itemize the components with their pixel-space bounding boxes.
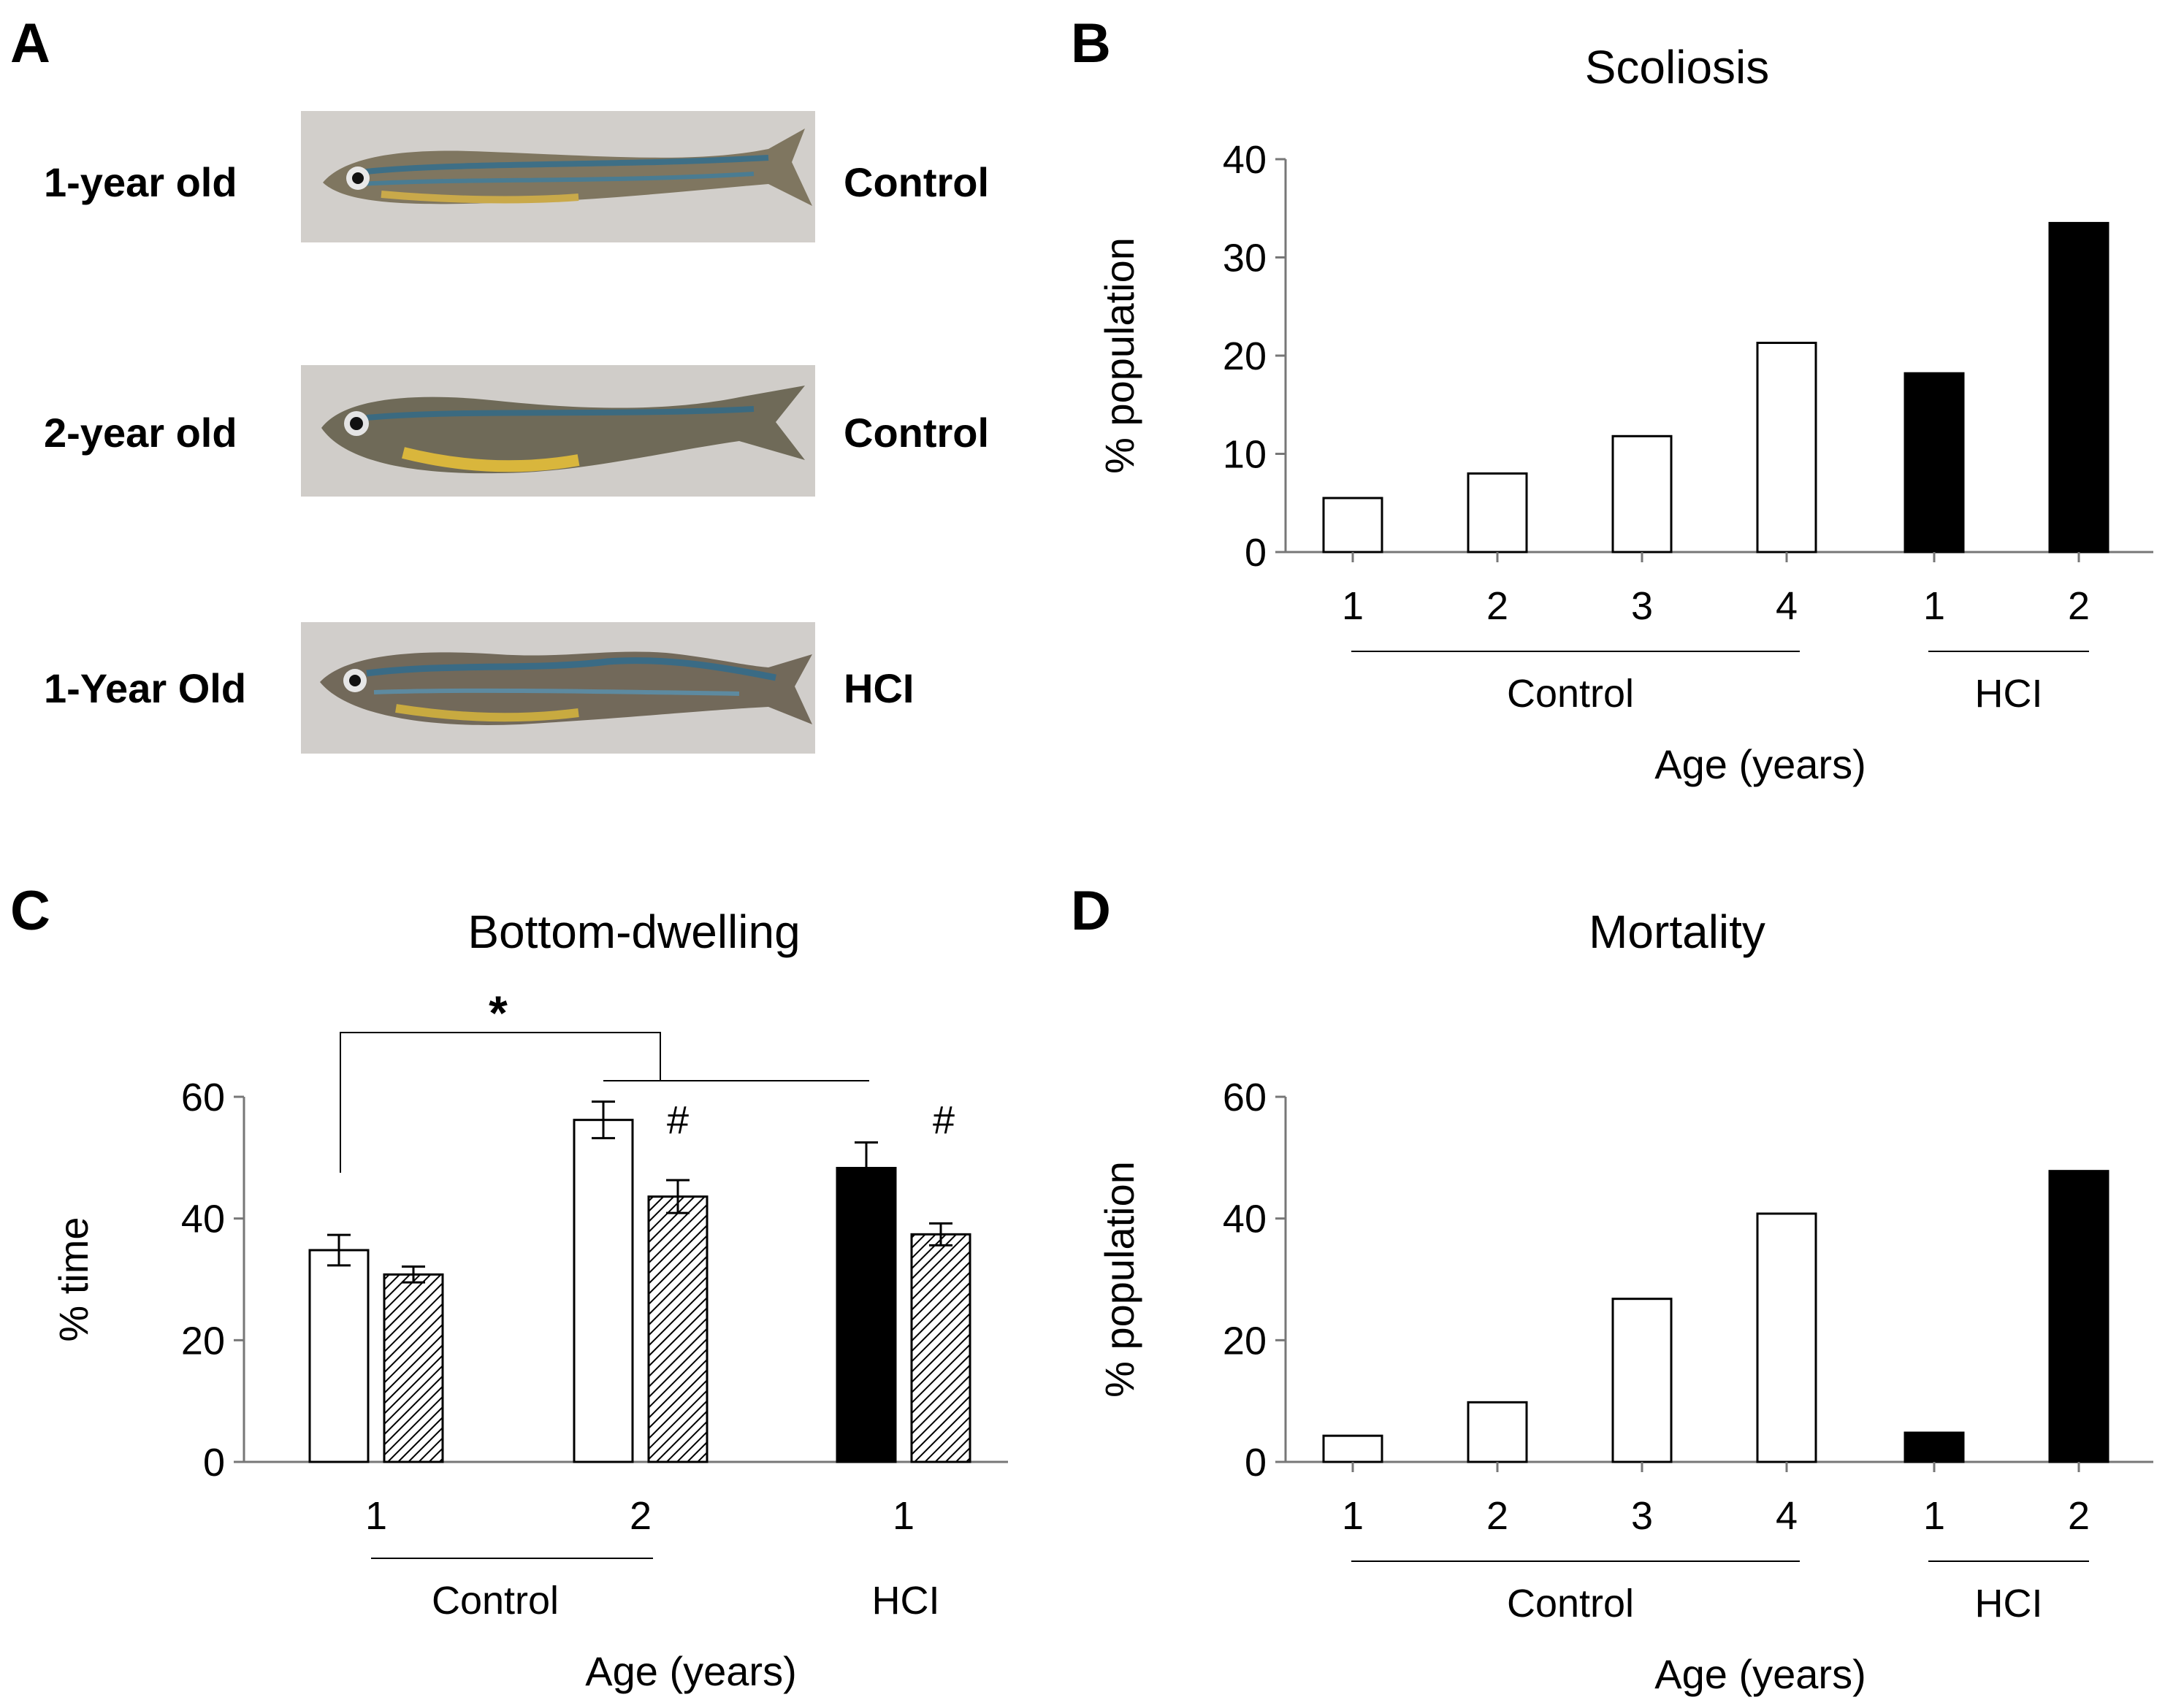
y-axis-label: % time bbox=[50, 1217, 96, 1341]
bar-control-3 bbox=[1611, 1298, 1673, 1463]
y-tick-label: 0 bbox=[1245, 1441, 1267, 1485]
significance-marker: * bbox=[489, 986, 508, 1040]
x-tick-label: 3 bbox=[1631, 1494, 1653, 1538]
x-tick-label: 4 bbox=[1776, 584, 1798, 628]
group-label-control: Control bbox=[1507, 672, 1634, 716]
bar-control-1 bbox=[1322, 1434, 1383, 1463]
x-tick-label: 2 bbox=[1486, 584, 1508, 628]
x-tick-label: 1 bbox=[1342, 1494, 1364, 1538]
y-tick-label: 60 bbox=[1223, 1076, 1267, 1119]
y-tick-label: 20 bbox=[1223, 1319, 1267, 1363]
fish-photo-2 bbox=[301, 365, 815, 497]
x-tick-label: 2 bbox=[1486, 1494, 1508, 1538]
bar-hci-1 bbox=[1904, 372, 1965, 554]
panel-letter-b: B bbox=[1071, 12, 1111, 74]
chart-title: Mortality bbox=[1589, 905, 1765, 958]
hash-marker: # bbox=[667, 1098, 689, 1142]
fish-image-3 bbox=[301, 622, 815, 754]
panel-letter-a: A bbox=[10, 12, 50, 74]
significance-bracket bbox=[340, 1032, 661, 1173]
chart-scoliosis: 0 10 20 30 40 1 2 3 4 1 2 Control HCI Age (years) Scol… bbox=[1096, 41, 2153, 787]
x-tick-label: 2 bbox=[630, 1494, 652, 1538]
group-label-control: Control bbox=[1507, 1582, 1634, 1625]
bar-control-1 bbox=[1322, 497, 1383, 554]
group-label-hci: HCI bbox=[1975, 672, 2043, 716]
y-tick-label: 40 bbox=[1223, 1198, 1267, 1241]
bar-primary-3 bbox=[836, 1167, 897, 1463]
y-tick-label: 40 bbox=[1223, 138, 1267, 182]
x-axis-label: Age (years) bbox=[1654, 741, 1866, 787]
panel-a-group-label-1: Control bbox=[844, 159, 990, 205]
bar-primary-1 bbox=[308, 1249, 370, 1463]
bar-control-3 bbox=[1611, 434, 1673, 554]
x-tick-label: 3 bbox=[1631, 584, 1653, 628]
group-label-hci: HCI bbox=[872, 1579, 940, 1623]
y-tick-label: 60 bbox=[181, 1076, 225, 1119]
bar-control-2 bbox=[1467, 472, 1528, 554]
fish-photo-3 bbox=[301, 622, 815, 754]
chart-title: Scoliosis bbox=[1585, 41, 1770, 93]
y-tick-label: 0 bbox=[203, 1441, 225, 1485]
y-tick-label: 0 bbox=[1245, 531, 1267, 575]
panel-a-age-label-3: 1-Year Old bbox=[44, 665, 247, 711]
x-tick-label: 4 bbox=[1776, 1494, 1798, 1538]
x-tick-label: 1 bbox=[365, 1494, 387, 1538]
chart-title: Bottom-dwelling bbox=[467, 905, 800, 958]
hash-marker: # bbox=[933, 1098, 955, 1142]
bar-hatched-3 bbox=[910, 1233, 971, 1463]
y-tick-label: 20 bbox=[181, 1319, 225, 1363]
group-label-hci: HCI bbox=[1975, 1582, 2043, 1625]
panel-a-age-label-2: 2-year old bbox=[44, 410, 237, 456]
bar-control-4 bbox=[1756, 1212, 1817, 1463]
bar-hci-2 bbox=[2048, 221, 2109, 554]
y-axis-label: % population bbox=[1096, 1161, 1142, 1398]
x-tick-label: 1 bbox=[1342, 584, 1364, 628]
y-tick-label: 30 bbox=[1223, 237, 1267, 280]
chart-mortality: 0 20 40 60 1 2 3 4 1 2 Control HCI Age (years) Mortal… bbox=[1096, 905, 2153, 1697]
panel-letter-c: C bbox=[10, 880, 50, 942]
fish-photo-1 bbox=[301, 111, 815, 242]
panel-a-group-label-2: Control bbox=[844, 410, 990, 456]
bar-primary-2 bbox=[573, 1119, 634, 1463]
chart-bottom-dwelling: 0 20 40 60 1 2 1 Control HCI Age (years) Bottom-dw… bbox=[50, 905, 1008, 1694]
bar-control-4 bbox=[1756, 342, 1817, 554]
y-tick-label: 40 bbox=[181, 1198, 225, 1241]
y-tick-label: 10 bbox=[1223, 433, 1267, 477]
x-axis-label: Age (years) bbox=[1654, 1651, 1866, 1697]
group-label-control: Control bbox=[432, 1579, 559, 1623]
x-tick-label: 2 bbox=[2068, 584, 2090, 628]
x-tick-label: 1 bbox=[1923, 1494, 1945, 1538]
y-axis-label: % population bbox=[1096, 237, 1142, 474]
panel-letter-d: D bbox=[1071, 880, 1111, 942]
panel-a-age-label-1: 1-year old bbox=[44, 159, 237, 205]
panel-a-group-label-3: HCI bbox=[844, 665, 915, 711]
bar-hatched-1 bbox=[383, 1273, 444, 1463]
bar-hci-1 bbox=[1904, 1431, 1965, 1463]
bar-control-2 bbox=[1467, 1401, 1528, 1463]
bar-hatched-2 bbox=[647, 1195, 709, 1463]
x-axis-label: Age (years) bbox=[585, 1648, 796, 1694]
bar-hci-2 bbox=[2048, 1170, 2109, 1463]
y-tick-label: 20 bbox=[1223, 334, 1267, 378]
fish-image-2 bbox=[301, 365, 815, 497]
x-tick-label: 2 bbox=[2068, 1494, 2090, 1538]
fish-image-1 bbox=[301, 111, 815, 242]
x-tick-label: 1 bbox=[1923, 584, 1945, 628]
x-tick-label: 1 bbox=[893, 1494, 915, 1538]
